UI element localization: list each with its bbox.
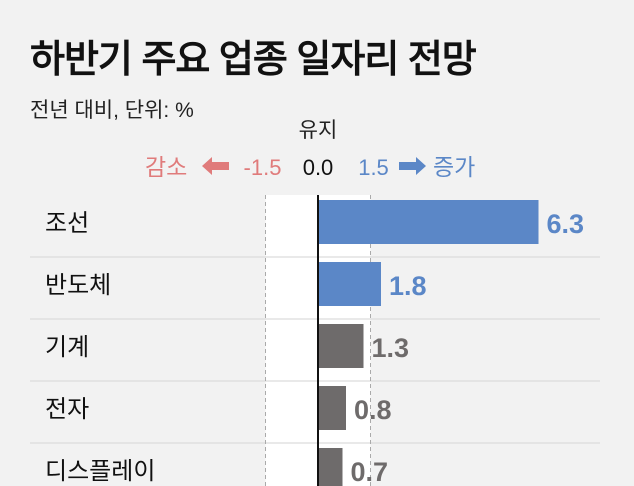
data-label: 0.7 <box>351 457 389 486</box>
data-label: 6.3 <box>547 209 585 239</box>
bar <box>318 262 381 306</box>
data-label: 1.3 <box>372 333 410 363</box>
category-label: 조선 <box>45 210 89 237</box>
data-label: 1.8 <box>389 271 427 301</box>
tick-label: 1.5 <box>358 155 389 180</box>
bar <box>318 386 346 430</box>
chart-title: 하반기 주요 업종 일자리 전망 <box>30 39 477 81</box>
bar <box>318 324 364 368</box>
arrow-right-icon <box>399 157 426 175</box>
tick-label: 0.0 <box>303 155 334 180</box>
category-label: 기계 <box>45 334 89 361</box>
chart-subtitle: 전년 대비, 단위: % <box>30 99 194 122</box>
bar <box>318 448 343 486</box>
category-label: 반도체 <box>45 272 111 299</box>
arrow-left-icon <box>202 157 229 175</box>
category-label: 디스플레이 <box>45 458 155 485</box>
tick-label: -1.5 <box>244 155 282 180</box>
category-label: 전자 <box>45 396 89 423</box>
bar <box>318 200 539 244</box>
decrease-label: 감소 <box>145 154 187 180</box>
increase-label: 증가 <box>433 154 475 180</box>
center-label: 유지 <box>299 119 338 142</box>
data-label: 0.8 <box>354 395 392 425</box>
